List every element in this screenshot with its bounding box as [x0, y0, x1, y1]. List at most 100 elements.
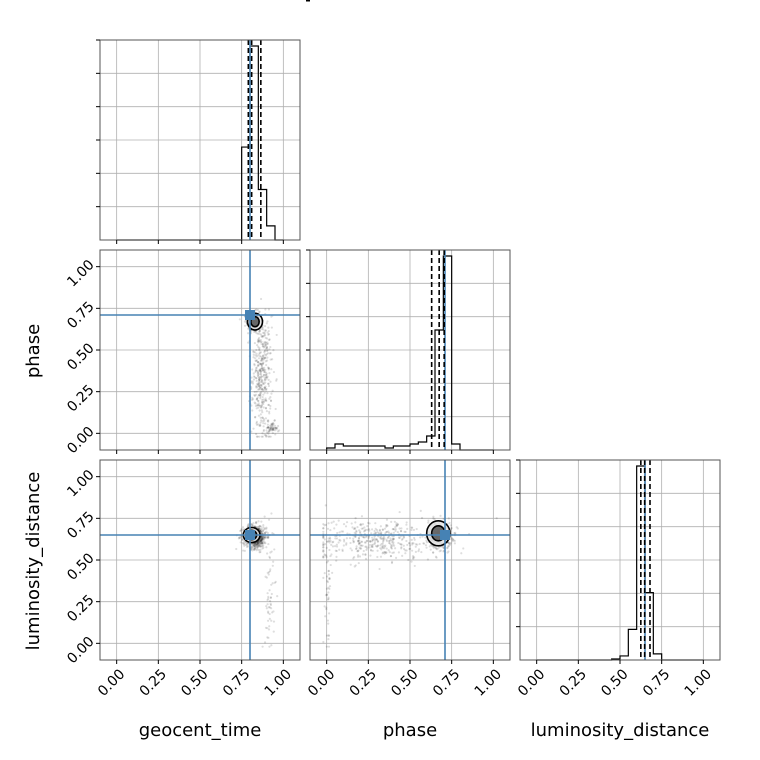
sample-point	[240, 528, 243, 532]
sample-point	[255, 398, 258, 401]
sample-point	[258, 346, 261, 350]
sample-point	[269, 428, 272, 432]
sample-point	[260, 537, 263, 540]
sample-point	[271, 421, 275, 425]
sample-point	[250, 376, 253, 379]
sample-point	[265, 373, 268, 377]
sample-point	[260, 375, 263, 378]
sample-point	[273, 426, 277, 429]
sample-point	[323, 524, 326, 527]
sample-point	[329, 554, 332, 558]
sample-point	[274, 427, 277, 430]
sample-point	[269, 399, 273, 403]
sample-point	[261, 420, 264, 423]
sample-point	[264, 344, 267, 347]
sample-point	[267, 366, 270, 369]
sample-point	[250, 544, 253, 547]
sample-point	[326, 527, 330, 530]
sample-point	[369, 540, 372, 543]
sample-point	[259, 338, 262, 342]
sample-point	[370, 545, 374, 548]
sample-point	[269, 428, 273, 431]
sample-point	[327, 645, 331, 648]
sample-point	[322, 522, 325, 526]
sample-point	[255, 386, 258, 389]
sample-point	[409, 547, 412, 550]
sample-point	[338, 531, 341, 534]
sample-point	[322, 546, 325, 549]
sample-point	[264, 406, 268, 410]
sample-point	[328, 576, 331, 580]
sample-point	[271, 428, 274, 431]
sample-point	[258, 376, 261, 379]
sample-point	[258, 378, 261, 381]
sample-point	[261, 335, 265, 338]
sample-point	[322, 576, 325, 579]
sample-point	[262, 368, 265, 371]
sample-point	[275, 379, 278, 382]
sample-point	[260, 357, 263, 360]
truth-marker	[245, 530, 255, 540]
sample-point	[269, 602, 272, 605]
sample-point	[260, 383, 263, 387]
sample-point	[374, 544, 378, 548]
sample-point	[351, 526, 354, 529]
sample-point	[322, 556, 325, 559]
sample-point	[447, 541, 450, 544]
sample-point	[394, 547, 397, 550]
sample-point	[266, 342, 269, 345]
sample-point	[235, 547, 238, 551]
sample-point	[398, 536, 401, 540]
sample-point	[268, 599, 272, 603]
sample-point	[262, 540, 265, 543]
sample-point	[414, 543, 418, 546]
sample-point	[260, 335, 263, 338]
sample-point	[264, 378, 267, 381]
sample-point	[255, 525, 258, 529]
sample-point	[412, 528, 416, 532]
sample-point	[259, 539, 263, 542]
y-axis-label-phase: phase	[23, 324, 44, 378]
sample-point	[258, 310, 261, 313]
sample-point	[325, 587, 329, 590]
sample-point	[381, 546, 384, 549]
sample-point	[247, 332, 250, 335]
sample-point	[396, 523, 399, 526]
sample-point	[326, 598, 330, 601]
sample-point	[264, 531, 267, 534]
sample-point	[264, 407, 268, 410]
sample-point	[344, 525, 348, 528]
sample-point	[360, 515, 364, 518]
sample-point	[265, 359, 269, 362]
sample-point	[251, 398, 255, 401]
sample-point	[265, 526, 268, 529]
sample-point	[400, 547, 403, 550]
sample-point	[259, 524, 262, 528]
sample-point	[272, 560, 275, 563]
sample-point	[395, 522, 398, 525]
sample-point	[262, 535, 266, 538]
sample-point	[261, 402, 264, 405]
sample-point	[254, 547, 257, 550]
sample-point	[259, 424, 262, 427]
sample-point	[241, 541, 244, 545]
sample-point	[371, 549, 374, 552]
sample-point	[389, 555, 393, 558]
sample-point	[238, 536, 241, 539]
sample-point	[262, 523, 265, 527]
sample-point	[322, 546, 325, 549]
sample-point	[257, 382, 261, 385]
sample-point	[373, 537, 376, 540]
sample-point	[358, 541, 361, 544]
sample-point	[449, 524, 452, 527]
sample-point	[270, 583, 273, 586]
sample-point	[357, 540, 360, 543]
sample-point	[385, 551, 388, 555]
sample-point	[420, 550, 423, 554]
sample-point	[275, 428, 278, 431]
sample-point	[272, 428, 275, 431]
sample-point	[272, 370, 276, 374]
sample-point	[336, 531, 339, 535]
sample-point	[268, 410, 271, 413]
sample-point	[427, 521, 430, 524]
